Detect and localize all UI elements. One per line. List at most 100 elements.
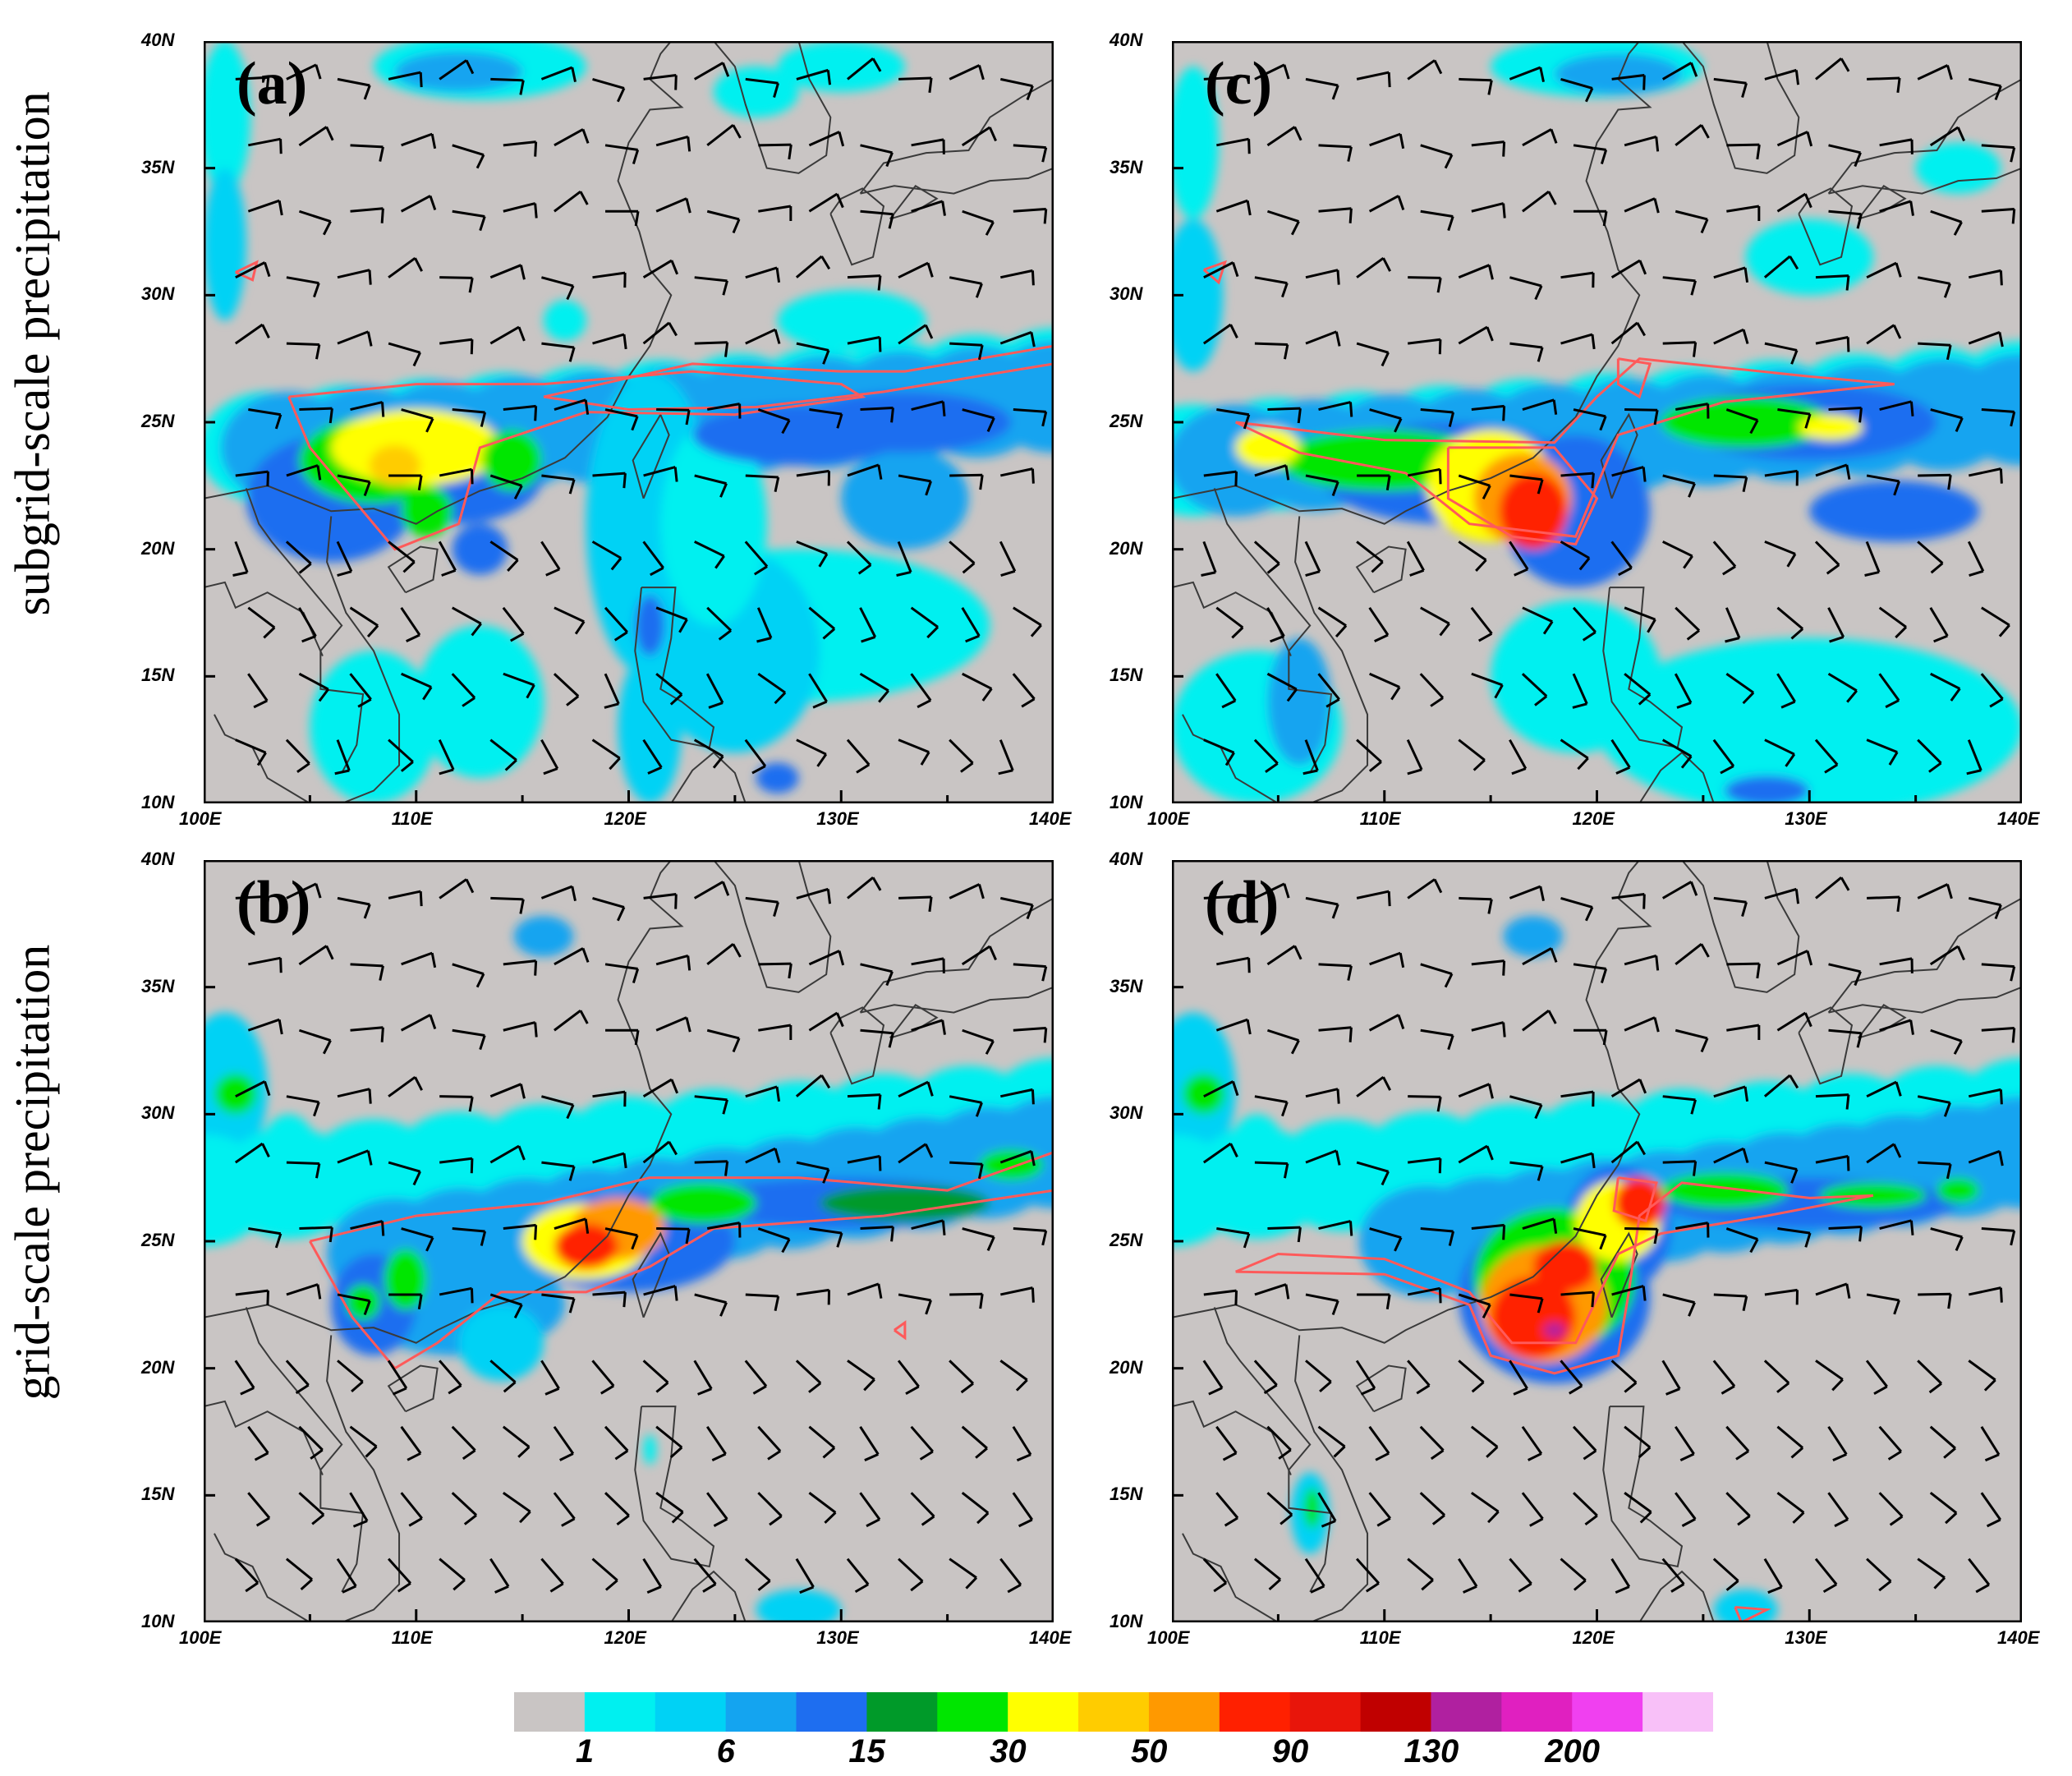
wind-barb — [1878, 606, 1908, 639]
wind-barb — [859, 1492, 881, 1528]
wind-barb — [1470, 1492, 1500, 1524]
wind-barb — [757, 673, 787, 705]
wind-barb — [1368, 1492, 1391, 1527]
wind-barb — [248, 956, 283, 973]
wind-barb — [860, 1225, 894, 1242]
wind-barb — [1675, 124, 1710, 147]
wind-barb — [1254, 1161, 1289, 1179]
wind-barb — [808, 1425, 836, 1459]
wind-barb — [745, 896, 779, 917]
wind-barb — [758, 205, 793, 221]
wind-barb — [1879, 138, 1913, 154]
wind-barb — [1726, 205, 1761, 221]
wind-barb — [1969, 269, 2003, 286]
wind-barb — [1560, 1152, 1596, 1169]
wind-barb — [286, 276, 320, 298]
wind-barb — [898, 1293, 932, 1315]
precip-area — [650, 1182, 756, 1224]
wind-barb — [286, 464, 322, 481]
wind-barb — [234, 1557, 260, 1593]
wind-barb — [1201, 541, 1217, 577]
precip-area — [1713, 1589, 1778, 1622]
wind-barb — [1509, 66, 1545, 82]
wind-barb — [1981, 207, 2016, 224]
wind-barb — [286, 63, 322, 81]
wind-barb — [1675, 209, 1709, 234]
wind-barb — [706, 209, 741, 234]
wind-barb — [1725, 1425, 1750, 1461]
wind-barb — [756, 607, 773, 643]
wind-barb — [502, 1492, 531, 1524]
wind-barb — [706, 124, 742, 147]
wind-barb — [655, 1016, 691, 1033]
wind-barb — [1318, 401, 1353, 417]
wind-barb — [643, 74, 678, 90]
wind-barb — [1713, 1293, 1748, 1311]
wind-barb — [1725, 1492, 1751, 1526]
wind-barb — [452, 408, 487, 427]
map-canvas — [1172, 41, 2022, 803]
wind-barb — [1369, 951, 1405, 969]
lat-tick-label: 10N — [141, 1611, 175, 1631]
wind-barb — [1968, 1360, 1996, 1392]
lon-tick-label: 110E — [391, 808, 433, 829]
wind-barb — [349, 606, 379, 637]
wind-barb — [847, 274, 882, 291]
wind-barb — [1356, 890, 1391, 907]
panel-letter: (c) — [1205, 50, 1273, 117]
wind-barb — [298, 607, 317, 643]
precip-area — [635, 595, 665, 656]
wind-barb — [1215, 1492, 1239, 1527]
wind-barb — [400, 195, 437, 213]
wind-barb — [846, 541, 872, 575]
wind-barb — [605, 1028, 640, 1046]
wind-barb — [1815, 274, 1850, 291]
wind-barb — [1369, 1227, 1403, 1252]
wind-barb — [1000, 1088, 1035, 1105]
wind-barb — [1357, 1293, 1391, 1309]
lat-tick-label: 20N — [141, 1356, 175, 1378]
wind-barb — [898, 738, 930, 766]
wind-barb — [1662, 1160, 1698, 1176]
wind-barb — [693, 1360, 713, 1396]
precip-area — [1954, 1096, 2022, 1208]
wind-barb — [1000, 77, 1034, 101]
wind-barb — [400, 1425, 422, 1461]
wind-barb — [1304, 541, 1321, 577]
wind-barb — [1522, 606, 1554, 635]
precip-area — [310, 651, 438, 803]
wind-barb — [489, 738, 517, 771]
wind-barb — [400, 1014, 437, 1032]
row-label-subgrid: subgrid-scale precipitation — [5, 91, 60, 616]
wind-barb — [286, 342, 321, 360]
wind-barb — [1624, 408, 1659, 426]
precip-area — [777, 290, 926, 352]
wind-barb — [655, 955, 691, 971]
wind-barb — [452, 1028, 486, 1051]
lon-tick-label: 120E — [604, 808, 646, 829]
wind-barb — [1521, 673, 1548, 706]
wind-barb — [439, 1286, 474, 1304]
wind-barb — [1470, 1425, 1499, 1458]
wind-barbs — [234, 876, 1048, 1594]
wind-barb — [1610, 1078, 1647, 1097]
wind-barb — [503, 202, 538, 219]
wind-barb — [1713, 896, 1748, 917]
wind-barb — [489, 264, 526, 280]
wind-barb — [298, 1492, 325, 1525]
colorbar-label: 1 — [575, 1733, 595, 1769]
wind-barb — [896, 541, 912, 577]
wind-barb — [388, 1075, 423, 1097]
lat-tick-label: 30N — [1110, 283, 1143, 305]
wind-barb — [949, 541, 976, 574]
wind-barb — [911, 200, 946, 216]
precip-area — [1172, 219, 1224, 372]
wind-barb — [540, 1360, 560, 1396]
wind-barb — [745, 1085, 781, 1102]
wind-barb — [1356, 71, 1391, 88]
wind-barb — [439, 467, 474, 485]
wind-barb — [1763, 1360, 1790, 1393]
wind-barb — [286, 1283, 322, 1300]
wind-barb — [502, 1425, 531, 1458]
wind-barb — [898, 324, 934, 345]
